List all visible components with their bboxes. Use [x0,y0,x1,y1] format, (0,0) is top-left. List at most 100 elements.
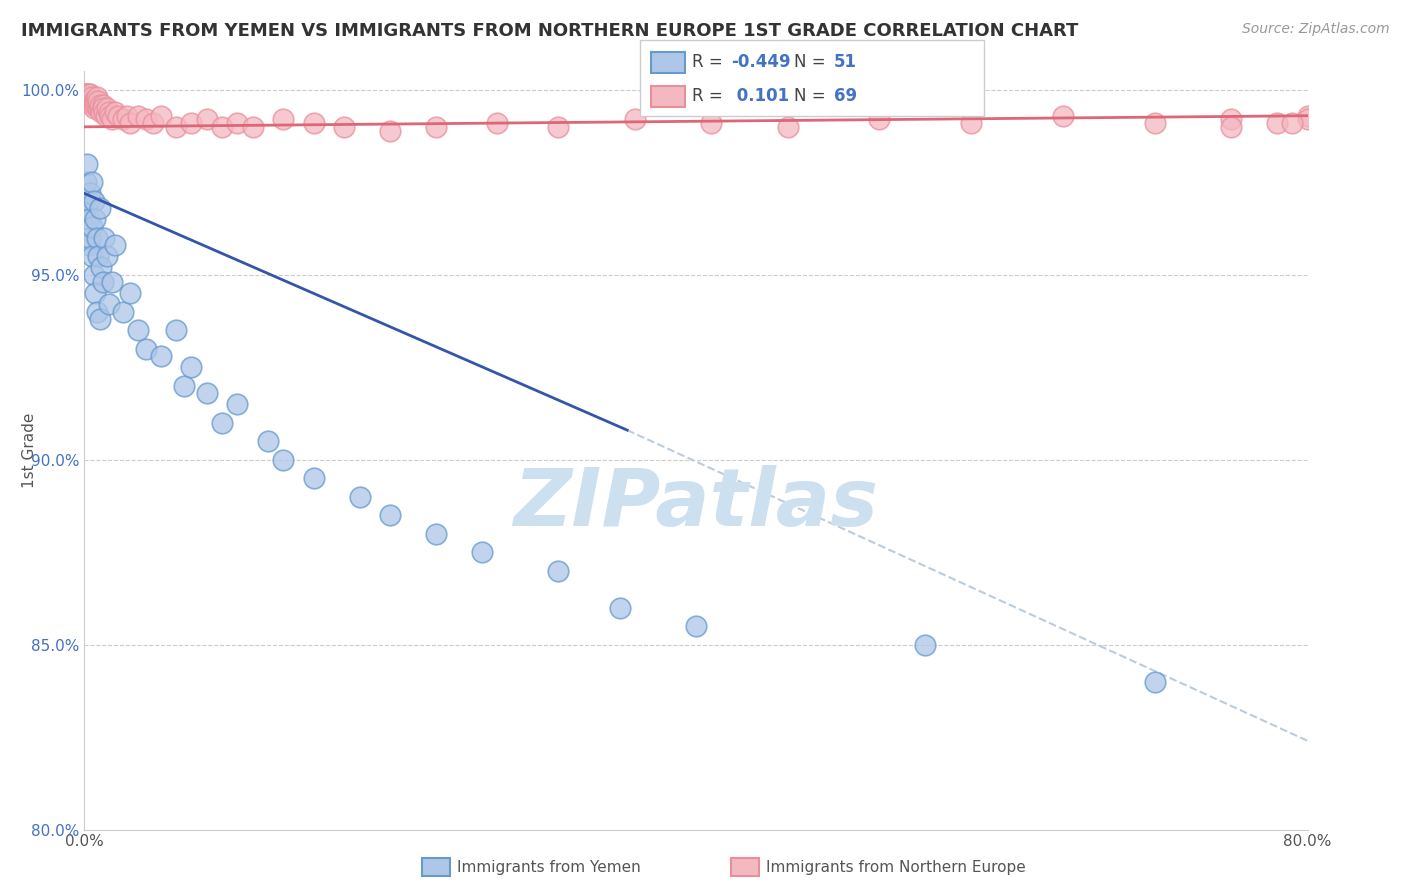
Text: Immigrants from Yemen: Immigrants from Yemen [457,860,641,874]
Point [380,123,402,137]
Point [75,201,97,215]
Point [195,112,218,127]
Point [180,116,202,130]
Text: 51: 51 [834,54,856,71]
Point [84,97,107,112]
Point [91,97,114,112]
Point [135,342,157,356]
Point [77,94,100,108]
Point [380,508,402,523]
Point [87,101,110,115]
Point [624,112,647,127]
Text: 69: 69 [834,87,856,105]
Point [97,297,120,311]
Point [685,619,707,633]
Point [77,90,100,104]
Point [77,194,100,208]
Point [1281,116,1303,130]
Point [127,323,149,337]
Point [90,105,112,120]
Point [111,305,134,319]
Point [425,120,447,134]
Point [211,416,233,430]
Point [83,194,105,208]
Point [76,223,98,237]
Point [195,386,218,401]
Point [271,452,294,467]
Text: N =: N = [794,87,831,105]
Point [83,97,105,112]
Point [83,268,105,282]
Point [173,378,195,392]
Point [471,545,494,559]
Point [86,90,108,104]
Text: N =: N = [794,54,831,71]
Point [79,87,101,101]
Point [242,120,264,134]
Point [111,112,134,127]
Point [89,101,111,115]
Point [135,112,157,127]
Point [79,231,101,245]
Point [101,275,124,289]
Text: 0.101: 0.101 [731,87,789,105]
Point [97,105,120,120]
Point [120,286,142,301]
Point [80,94,103,108]
Point [271,112,294,127]
Point [84,286,107,301]
Point [776,120,799,134]
Point [349,490,371,504]
Point [226,397,249,411]
Point [165,323,187,337]
Point [609,600,631,615]
Point [75,87,97,101]
Point [79,90,101,104]
Text: ZIPatlas: ZIPatlas [513,465,879,542]
Point [79,94,101,108]
Point [104,238,127,252]
Point [96,249,118,263]
Point [486,116,509,130]
Point [80,175,103,189]
Point [1296,112,1319,127]
Point [1220,112,1243,127]
Point [1052,109,1074,123]
Point [149,109,172,123]
Text: 1st Grade: 1st Grade [22,413,37,488]
Point [84,212,107,227]
Point [80,249,103,263]
Point [101,112,124,127]
Point [87,249,110,263]
Point [89,201,111,215]
Point [87,94,110,108]
Point [83,94,105,108]
Point [547,564,569,578]
Point [914,638,936,652]
Point [76,90,98,104]
Point [84,94,107,108]
Point [960,116,983,130]
Point [91,101,114,115]
Point [93,105,115,120]
Point [302,116,325,130]
Point [75,87,97,101]
Point [94,109,117,123]
Point [76,87,98,101]
Point [127,109,149,123]
Point [425,526,447,541]
Point [120,116,142,130]
Point [89,97,111,112]
Point [77,87,100,101]
Point [547,120,569,134]
Point [77,238,100,252]
Point [80,97,103,112]
Point [75,175,97,189]
Point [86,305,108,319]
Point [700,116,723,130]
Point [80,219,103,234]
Point [1143,116,1166,130]
Point [79,186,101,201]
Text: Immigrants from Northern Europe: Immigrants from Northern Europe [766,860,1026,874]
Point [869,112,891,127]
